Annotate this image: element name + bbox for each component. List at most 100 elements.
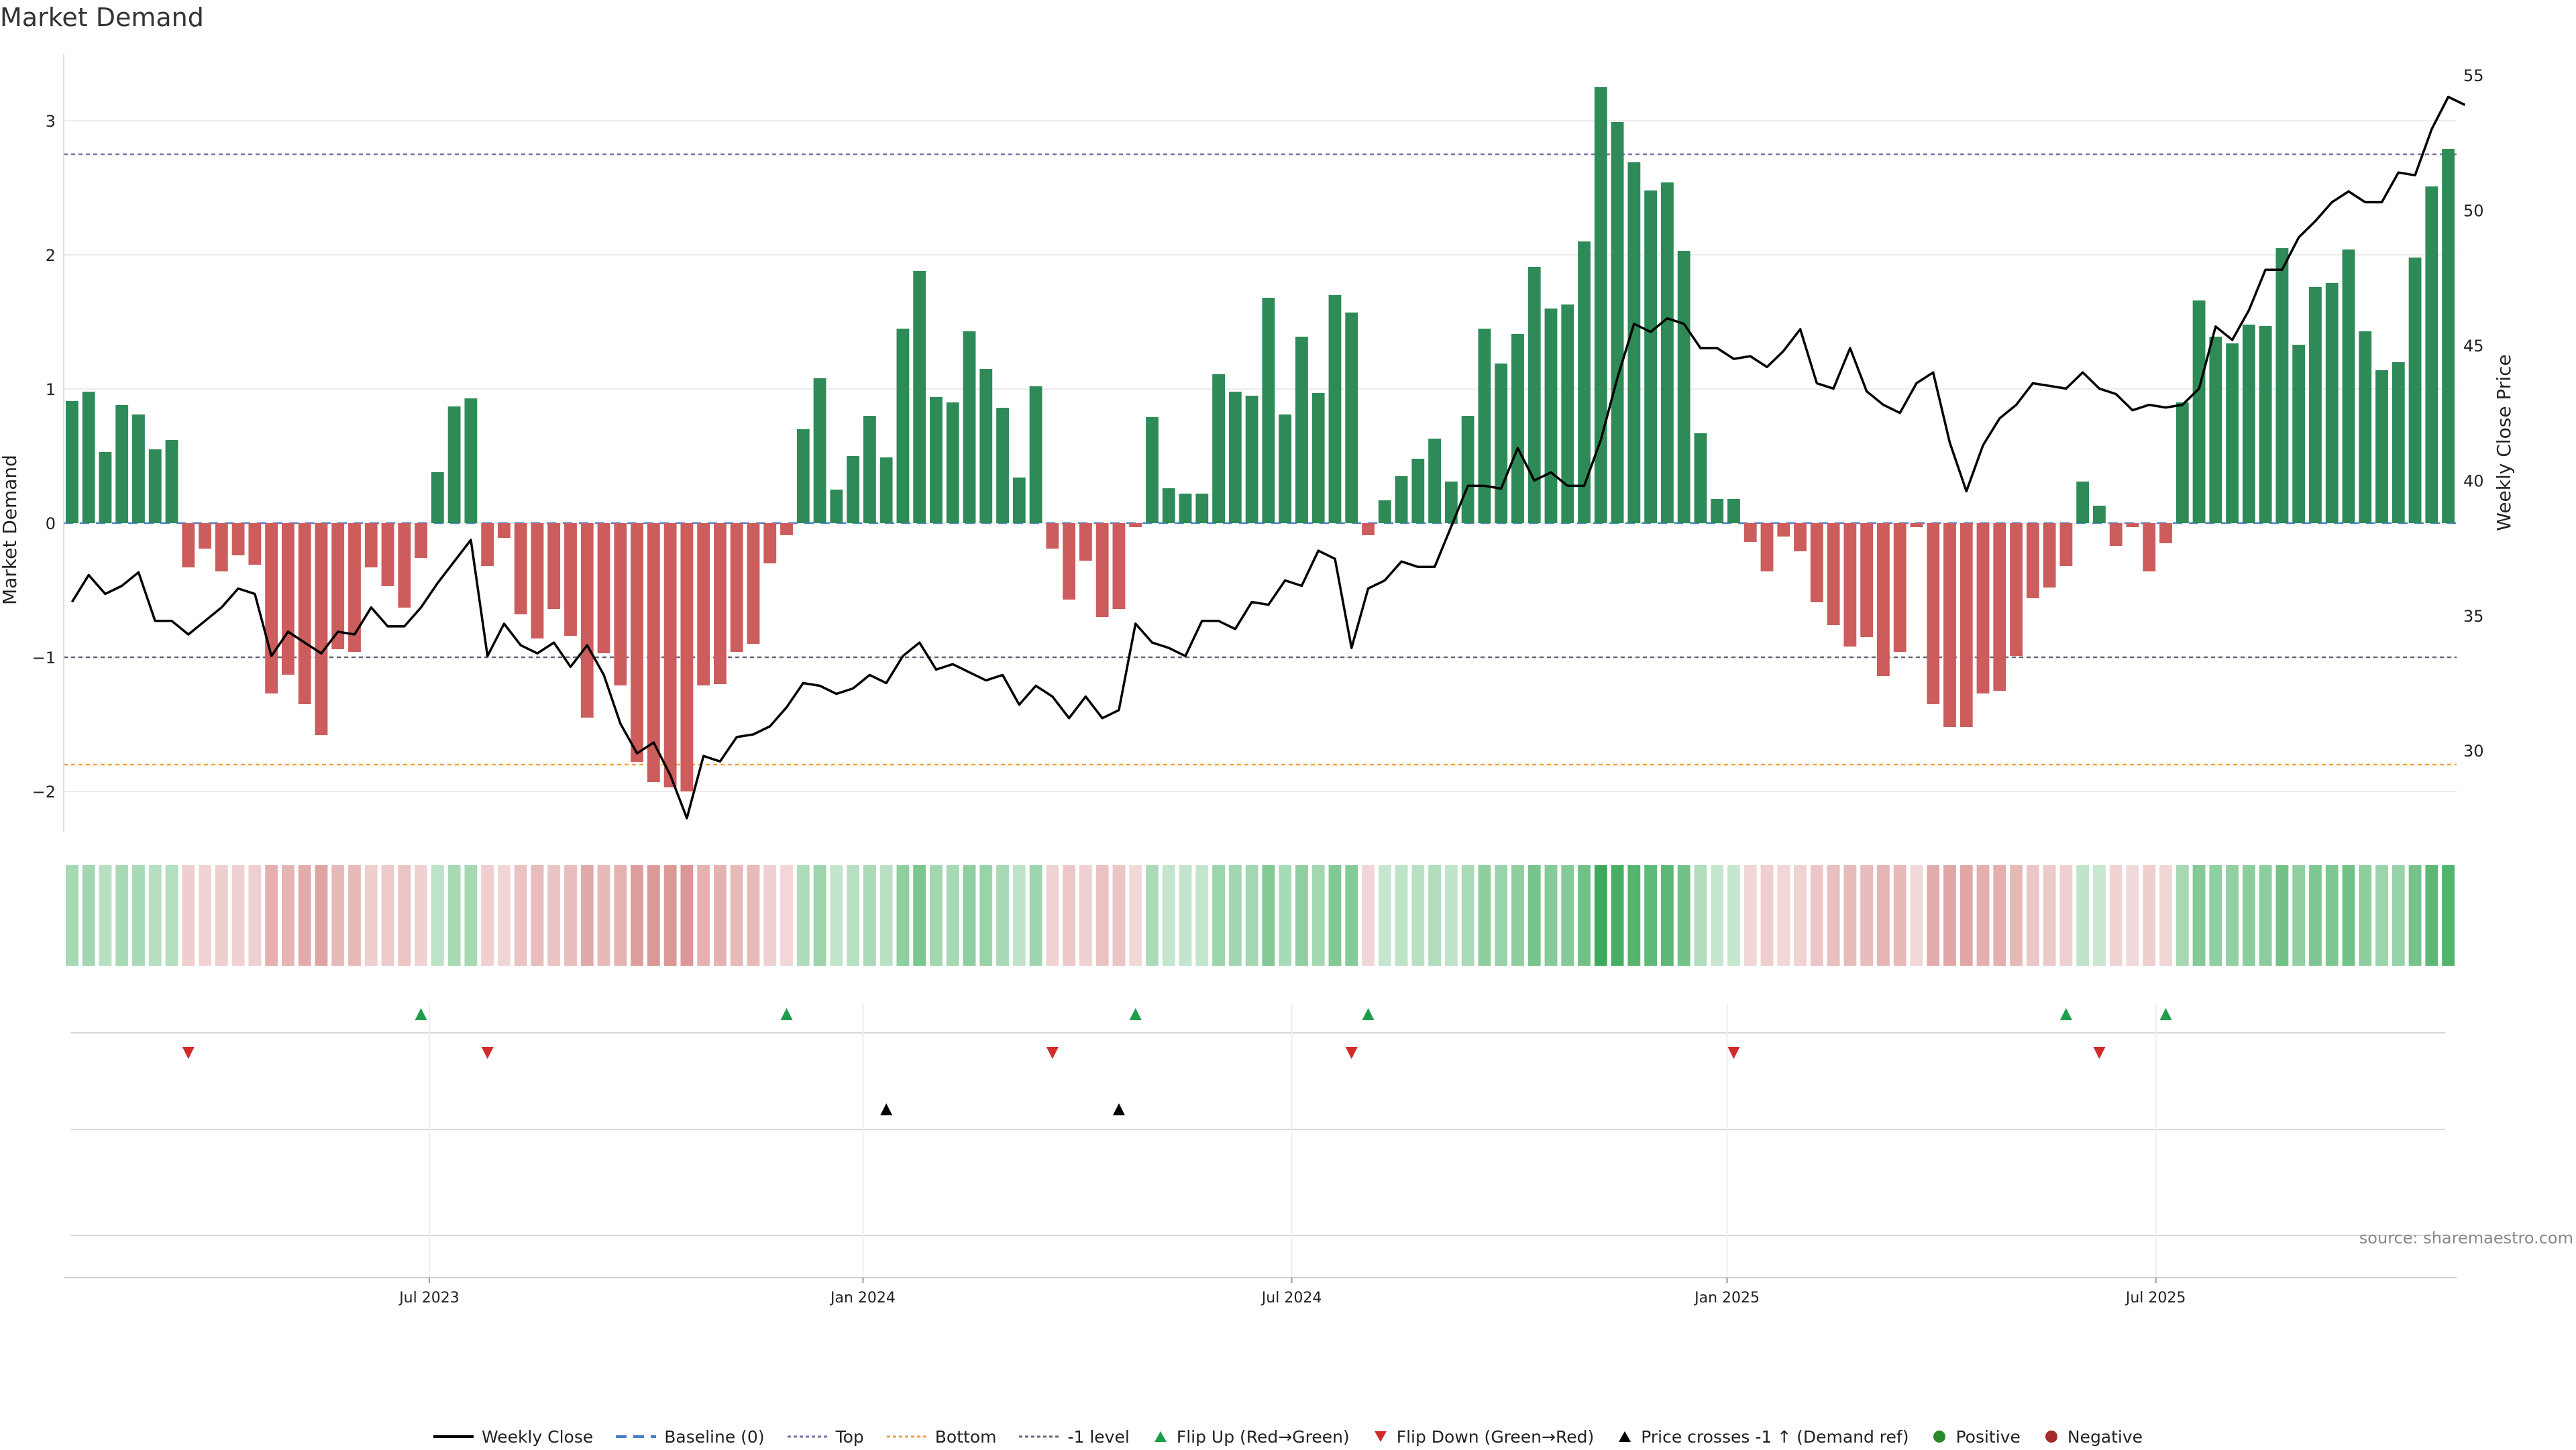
heat-cell — [1129, 865, 1142, 966]
heat-strip — [65, 865, 2455, 966]
demand-bar — [2059, 523, 2073, 566]
demand-bar — [2026, 523, 2039, 598]
demand-bar — [813, 378, 826, 523]
flip-up-marker — [415, 1008, 427, 1020]
demand-bar — [2176, 402, 2189, 523]
heat-cell — [680, 865, 694, 966]
legend-item: Flip Down (Green→Red) — [1373, 1427, 1594, 1447]
flip-down-marker — [182, 1047, 195, 1059]
legend-item: Weekly Close — [433, 1427, 593, 1447]
flip-down-marker — [481, 1047, 494, 1059]
legend-circle-icon — [2045, 1431, 2057, 1443]
demand-bar — [1527, 267, 1541, 523]
heat-cell — [714, 865, 727, 966]
demand-bar — [597, 523, 610, 653]
demand-bars — [65, 87, 2455, 791]
heat-cell — [265, 865, 278, 966]
heat-cell — [2159, 865, 2172, 966]
heat-cell — [930, 865, 943, 966]
demand-bar — [1245, 396, 1258, 523]
demand-bar — [132, 414, 145, 523]
legend-dash-icon — [616, 1435, 657, 1438]
y2-tick-label: 45 — [2463, 337, 2484, 355]
heat-cell — [1594, 865, 1607, 966]
demand-bar — [1295, 337, 1308, 523]
demand-bar — [2359, 331, 2372, 523]
flip-up-marker — [2059, 1008, 2072, 1020]
heat-cell — [2010, 865, 2023, 966]
demand-bar — [1162, 488, 1175, 523]
demand-bar — [364, 523, 378, 567]
signal-rows — [70, 1003, 2445, 1278]
demand-bar — [248, 523, 262, 565]
heat-cell — [1910, 865, 1923, 966]
legend-label: -1 level — [1067, 1427, 1130, 1447]
demand-bar — [1029, 386, 1042, 523]
chart-title: Market Demand — [0, 3, 204, 32]
heat-cell — [1012, 865, 1026, 966]
demand-bar — [2375, 370, 2388, 523]
demand-bar — [1694, 433, 1707, 523]
demand-bar — [2126, 523, 2139, 527]
demand-bar — [1594, 87, 1607, 523]
heat-cell — [1976, 865, 1990, 966]
heat-cell — [597, 865, 610, 966]
heat-cell — [381, 865, 394, 966]
x-tick-label: Jan 2025 — [1693, 1290, 1760, 1306]
heat-cell — [830, 865, 843, 966]
x-tick-label: Jan 2024 — [829, 1290, 896, 1306]
heat-cell — [1993, 865, 2006, 966]
legend: Weekly Close Baseline (0) Top Bottom -1 leve… — [0, 1423, 2576, 1450]
heat-cell — [1112, 865, 1126, 966]
source-note: source: sharemaestro.com — [2359, 1229, 2573, 1247]
heat-cell — [2375, 865, 2388, 966]
demand-bar — [1578, 241, 1591, 523]
heat-cell — [796, 865, 810, 966]
heat-cell — [1411, 865, 1425, 966]
heat-cell — [1461, 865, 1474, 966]
heat-cell — [348, 865, 361, 966]
heat-cell — [1810, 865, 1823, 966]
heat-cell — [1212, 865, 1225, 966]
heat-cell — [2109, 865, 2123, 966]
flip-down-marker — [1727, 1047, 1740, 1059]
demand-bar — [2226, 343, 2239, 523]
heat-cell — [1079, 865, 1092, 966]
heat-cell — [2442, 865, 2455, 966]
heat-cell — [2275, 865, 2289, 966]
demand-bar — [1743, 523, 1757, 542]
demand-bar — [1495, 364, 1508, 523]
heat-cell — [1611, 865, 1624, 966]
demand-bar — [2043, 523, 2056, 588]
heat-cell — [1146, 865, 1159, 966]
demand-bar — [165, 440, 178, 523]
demand-bar — [564, 523, 577, 636]
demand-bar — [2159, 523, 2172, 543]
demand-bar — [1046, 523, 1059, 549]
demand-bar — [1611, 122, 1624, 523]
heat-cell — [1311, 865, 1325, 966]
demand-bar — [1677, 251, 1690, 523]
heat-cell — [2425, 865, 2438, 966]
heat-cell — [2126, 865, 2139, 966]
y-tick-label: −1 — [32, 649, 56, 667]
heat-cell — [199, 865, 211, 966]
legend-circle-icon — [1933, 1431, 1946, 1443]
heat-cell — [697, 865, 710, 966]
legend-triangle-up-icon — [1154, 1431, 1167, 1442]
heat-cell — [447, 865, 461, 966]
heat-cell — [431, 865, 444, 966]
demand-bar — [863, 416, 876, 523]
demand-bar — [1860, 523, 1874, 637]
demand-bar — [348, 523, 361, 652]
demand-bar — [431, 472, 444, 523]
heat-cell — [580, 865, 594, 966]
demand-bar — [1810, 523, 1823, 602]
demand-bar — [614, 523, 627, 685]
heat-cell — [1179, 865, 1192, 966]
heat-cell — [315, 865, 328, 966]
demand-bar — [231, 523, 245, 555]
heat-cell — [464, 865, 478, 966]
demand-bar — [1129, 523, 1142, 527]
